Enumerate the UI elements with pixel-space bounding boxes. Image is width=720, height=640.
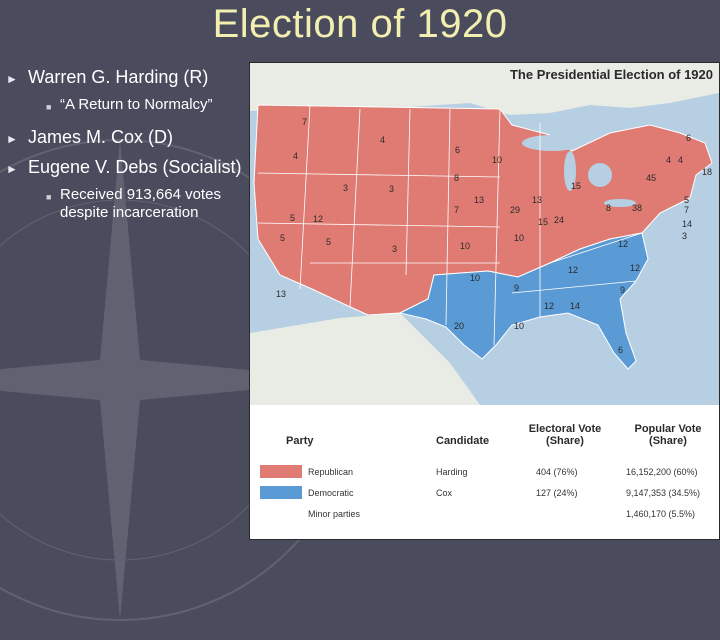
state-vote-label: 4 (678, 155, 683, 165)
state-vote-label: 10 (460, 241, 470, 251)
republican-swatch (260, 465, 302, 478)
map-header: The Presidential Election of 1920 (509, 67, 713, 82)
state-vote-label: 12 (568, 265, 578, 275)
bullet-arrow-icon: ► (6, 72, 18, 86)
state-vote-label: 7 (302, 117, 307, 127)
sub-bullet-square-icon: ■ (46, 192, 52, 202)
democratic-swatch (260, 486, 302, 499)
lake-huron (588, 163, 612, 187)
state-vote-label: 7 (684, 205, 689, 215)
state-vote-label: 10 (492, 155, 502, 165)
state-vote-label: 45 (646, 173, 656, 183)
slide-title: Election of 1920 (212, 2, 508, 46)
state-vote-label: 15 (571, 181, 581, 191)
legend-header-electoral: Electoral Vote (Share) (528, 423, 602, 447)
state-vote-label: 8 (454, 173, 459, 183)
state-vote-label: 5 (684, 195, 689, 205)
state-vote-label: 12 (544, 301, 554, 311)
state-vote-label: 8 (606, 203, 611, 213)
bullet-harding: ► Warren G. Harding (R) (6, 66, 246, 90)
state-vote-label: 6 (455, 145, 460, 155)
state-vote-label: 7 (454, 205, 459, 215)
legend-row-minor: Minor parties 1,460,170 (5.5%) (308, 509, 696, 519)
state-vote-label: 4 (380, 135, 385, 145)
bullet-arrow-icon: ► (6, 162, 18, 176)
state-vote-label: 14 (570, 301, 580, 311)
bullet-debs: ► Eugene V. Debs (Socialist) (6, 156, 246, 180)
state-vote-label: 6 (686, 133, 691, 143)
state-vote-label: 12 (630, 263, 640, 273)
state-vote-label: 3 (343, 183, 348, 193)
sub-bullet-debs-votes: ■ Received 913,664 votes despite incarce… (46, 186, 221, 221)
state-vote-label: 18 (702, 167, 712, 177)
state-vote-label: 38 (632, 203, 642, 213)
state-vote-label: 10 (470, 273, 480, 283)
state-vote-label: 13 (474, 195, 484, 205)
bullet-list: ► Warren G. Harding (R) ■ “A Return to N… (6, 66, 246, 232)
state-vote-label: 13 (532, 195, 542, 205)
state-vote-label: 5 (290, 213, 295, 223)
state-vote-label: 6 (618, 345, 623, 355)
legend-header-party: Party (286, 435, 314, 447)
state-vote-label: 3 (389, 184, 394, 194)
sub-bullet-square-icon: ■ (46, 102, 52, 112)
democratic-states-region (398, 232, 649, 370)
mexico-landmass (250, 313, 480, 405)
election-map-image: 7 4 4 5 3 3 5 12 5 13 6 10 8 13 7 3 10 1… (249, 62, 720, 540)
us-map: 7 4 4 5 3 3 5 12 5 13 6 10 8 13 7 3 10 1… (250, 63, 719, 405)
state-vote-label: 12 (313, 214, 323, 224)
legend-row-republican: Republican Harding 404 (76%) 16,152,200 … (250, 463, 719, 483)
state-vote-label: 9 (620, 285, 625, 295)
legend-row-democratic: Democratic Cox 127 (24%) 9,147,353 (34.5… (250, 484, 719, 504)
state-vote-label: 3 (392, 244, 397, 254)
canada-landmass (250, 63, 719, 115)
legend-header-candidate: Candidate (436, 435, 490, 447)
state-vote-label: 4 (293, 151, 298, 161)
state-vote-label: 4 (666, 155, 671, 165)
state-vote-label: 3 (682, 231, 687, 241)
state-vote-label: 13 (276, 289, 286, 299)
state-vote-label: 10 (514, 233, 524, 243)
sub-bullet-normalcy: ■ “A Return to Normalcy” (46, 96, 246, 116)
lake-superior (522, 135, 582, 151)
state-vote-label: 10 (514, 321, 524, 331)
state-borders (257, 104, 643, 346)
legend-header-popular: Popular Vote (Share) (634, 423, 702, 447)
results-legend-table: Party Candidate Electoral Vote (Share) P… (250, 405, 719, 539)
state-vote-label: 5 (280, 233, 285, 243)
bullet-arrow-icon: ► (6, 132, 18, 146)
lake-michigan (564, 151, 576, 191)
state-vote-label: 12 (618, 239, 628, 249)
lake-erie (604, 199, 636, 207)
state-vote-label: 24 (554, 215, 564, 225)
state-vote-labels: 7 4 4 5 3 3 5 12 5 13 6 10 8 13 7 3 10 1… (276, 117, 712, 355)
state-vote-label: 15 (538, 217, 548, 227)
state-vote-label: 29 (510, 205, 520, 215)
state-vote-label: 5 (326, 237, 331, 247)
state-vote-label: 14 (682, 219, 692, 229)
bullet-cox: ► James M. Cox (D) (6, 126, 246, 150)
state-vote-label: 9 (514, 283, 519, 293)
state-vote-label: 20 (454, 321, 464, 331)
